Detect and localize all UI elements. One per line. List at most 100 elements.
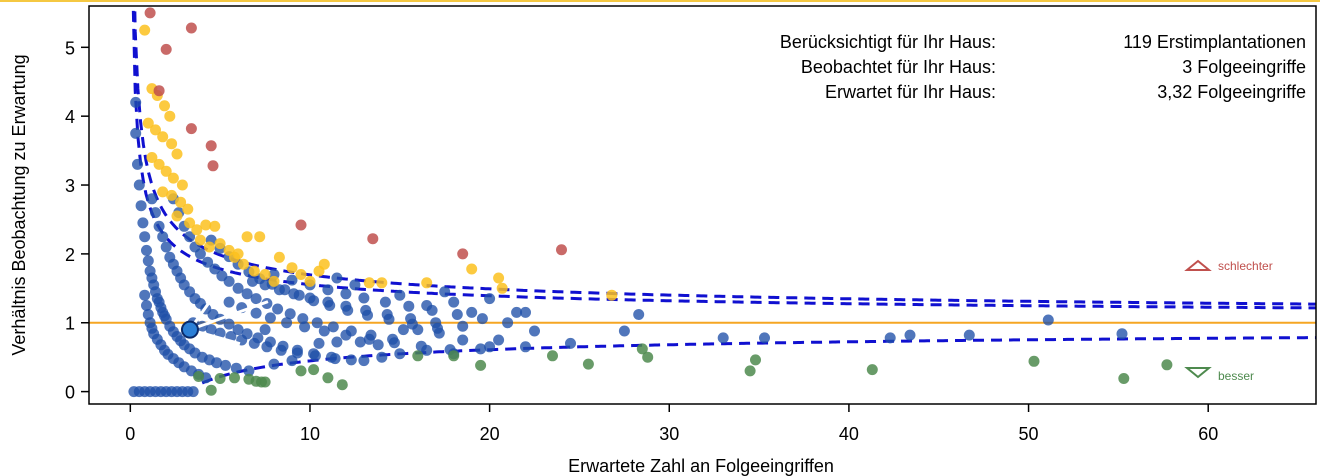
- data-point-blue: [340, 329, 352, 341]
- data-point-blue: [243, 365, 255, 377]
- data-point-blue: [275, 344, 287, 356]
- data-point-red: [144, 7, 156, 19]
- data-point-blue: [363, 333, 375, 345]
- data-point-blue: [286, 274, 298, 286]
- data-point-blue: [394, 289, 406, 301]
- lower-curve: [201, 336, 1316, 385]
- data-point-blue: [223, 275, 235, 287]
- x-tick-label: 40: [839, 424, 859, 444]
- data-point-blue: [135, 200, 147, 212]
- data-point-blue: [372, 339, 384, 351]
- data-point-blue: [311, 317, 323, 329]
- data-point-yellow: [166, 138, 178, 150]
- data-point-blue: [288, 288, 300, 300]
- data-point-blue: [345, 354, 357, 366]
- data-point-blue: [405, 313, 417, 325]
- better-triangle-down-icon: [1184, 367, 1212, 379]
- data-point-green: [205, 384, 217, 396]
- y-tick-label: 0: [65, 383, 75, 403]
- x-tick-label: 30: [659, 424, 679, 444]
- data-point-blue: [146, 193, 158, 205]
- data-point-yellow: [606, 289, 618, 301]
- worse-triangle-up-icon: [1184, 259, 1212, 271]
- y-tick-label: 5: [65, 38, 75, 58]
- data-point-yellow: [191, 224, 203, 236]
- data-point-yellow: [318, 258, 330, 270]
- y-tick-label: 2: [65, 245, 75, 265]
- y-tick-label: 4: [65, 107, 75, 127]
- x-tick-label: 60: [1198, 424, 1218, 444]
- data-point-yellow: [139, 24, 151, 36]
- x-tick-label: 0: [125, 424, 135, 444]
- legend-label-better: besser: [1218, 369, 1254, 383]
- data-point-blue: [388, 337, 400, 349]
- data-point-blue: [139, 289, 151, 301]
- data-point-yellow: [376, 277, 388, 289]
- data-point-yellow: [171, 210, 183, 222]
- data-point-blue: [241, 288, 253, 300]
- info-label-observed: Beobachtet für Ihr Haus:: [801, 57, 996, 77]
- data-point-yellow: [493, 272, 505, 284]
- data-point-green: [582, 358, 594, 370]
- info-value-expected: 3,32 Folgeeingriffe: [1157, 82, 1306, 102]
- data-point-green: [744, 365, 756, 377]
- data-point-yellow: [157, 186, 169, 198]
- data-point-blue: [250, 293, 262, 305]
- data-point-yellow: [254, 231, 266, 243]
- data-point-yellow: [166, 189, 178, 201]
- data-point-yellow: [167, 172, 179, 184]
- data-point-blue: [475, 343, 487, 355]
- data-point-blue: [248, 337, 260, 349]
- data-point-blue: [331, 272, 343, 284]
- data-point-blue: [484, 293, 496, 305]
- data-point-blue: [160, 241, 172, 253]
- legend: schlechter besser: [1184, 259, 1273, 383]
- data-point-blue: [141, 244, 152, 256]
- data-point-green: [229, 372, 240, 384]
- data-point-yellow: [182, 203, 194, 215]
- data-point-blue: [291, 347, 303, 359]
- data-point-blue: [349, 279, 361, 291]
- data-point-yellow: [229, 251, 240, 263]
- data-point-blue: [142, 255, 154, 267]
- info-value-considered: 119 Erstimplantationen: [1123, 32, 1306, 52]
- data-point-blue: [394, 348, 406, 360]
- data-point-yellow: [238, 258, 249, 270]
- data-point-yellow: [421, 277, 433, 289]
- data-point-blue: [130, 96, 142, 108]
- data-point-blue: [272, 303, 284, 315]
- data-point-blue: [209, 263, 221, 275]
- data-point-blue: [476, 313, 488, 325]
- data-point-blue: [264, 312, 276, 324]
- data-point-blue: [360, 304, 372, 316]
- data-point-blue: [439, 286, 451, 298]
- data-point-blue: [141, 300, 152, 311]
- data-point-blue: [412, 324, 424, 336]
- data-point-green: [866, 364, 878, 376]
- data-point-green: [475, 359, 487, 371]
- data-point-blue: [194, 248, 206, 260]
- data-point-blue: [322, 284, 334, 296]
- y-tick-label: 3: [65, 176, 75, 196]
- data-point-blue: [451, 309, 463, 320]
- data-point-yellow: [363, 277, 375, 289]
- data-point-yellow: [175, 196, 187, 208]
- data-point-blue: [376, 351, 388, 363]
- data-point-green: [448, 350, 460, 362]
- data-point-green: [412, 350, 424, 362]
- data-point-blue: [202, 256, 214, 268]
- data-point-green: [336, 379, 348, 391]
- data-point-blue: [157, 231, 169, 243]
- data-point-blue: [1116, 328, 1128, 340]
- data-point-red: [207, 160, 219, 172]
- data-point-blue: [421, 300, 433, 311]
- data-point-blue: [457, 334, 469, 346]
- data-point-red: [295, 219, 307, 231]
- data-point-yellow: [241, 231, 253, 243]
- data-point-blue: [142, 309, 154, 320]
- data-point-yellow: [194, 234, 206, 246]
- data-point-green: [193, 371, 205, 382]
- data-point-yellow: [259, 269, 271, 280]
- x-tick-label: 10: [300, 424, 320, 444]
